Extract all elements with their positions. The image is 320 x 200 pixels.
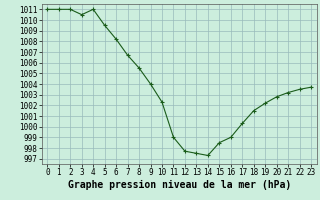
X-axis label: Graphe pression niveau de la mer (hPa): Graphe pression niveau de la mer (hPa): [68, 180, 291, 190]
